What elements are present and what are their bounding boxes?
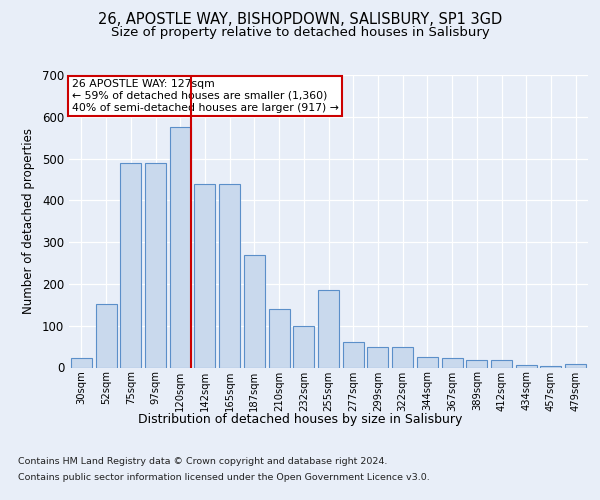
- Y-axis label: Number of detached properties: Number of detached properties: [22, 128, 35, 314]
- Bar: [170, 127, 191, 368]
- Bar: [417, 357, 438, 368]
- Bar: [71, 358, 92, 368]
- Bar: [541, 366, 562, 368]
- Bar: [367, 346, 388, 368]
- Bar: [95, 304, 116, 368]
- Text: Contains HM Land Registry data © Crown copyright and database right 2024.: Contains HM Land Registry data © Crown c…: [18, 458, 388, 466]
- Bar: [318, 290, 339, 368]
- Bar: [343, 342, 364, 367]
- Bar: [442, 358, 463, 368]
- Text: Size of property relative to detached houses in Salisbury: Size of property relative to detached ho…: [110, 26, 490, 39]
- Bar: [145, 163, 166, 368]
- Bar: [194, 184, 215, 368]
- Bar: [516, 366, 537, 368]
- Text: 26 APOSTLE WAY: 127sqm
← 59% of detached houses are smaller (1,360)
40% of semi-: 26 APOSTLE WAY: 127sqm ← 59% of detached…: [71, 80, 338, 112]
- Bar: [491, 360, 512, 368]
- Text: Contains public sector information licensed under the Open Government Licence v3: Contains public sector information licen…: [18, 472, 430, 482]
- Bar: [120, 163, 141, 368]
- Bar: [244, 254, 265, 368]
- Bar: [293, 326, 314, 368]
- Bar: [219, 184, 240, 368]
- Text: 26, APOSTLE WAY, BISHOPDOWN, SALISBURY, SP1 3GD: 26, APOSTLE WAY, BISHOPDOWN, SALISBURY, …: [98, 12, 502, 28]
- Bar: [466, 360, 487, 368]
- Bar: [565, 364, 586, 368]
- Text: Distribution of detached houses by size in Salisbury: Distribution of detached houses by size …: [138, 412, 462, 426]
- Bar: [392, 346, 413, 368]
- Bar: [269, 309, 290, 368]
